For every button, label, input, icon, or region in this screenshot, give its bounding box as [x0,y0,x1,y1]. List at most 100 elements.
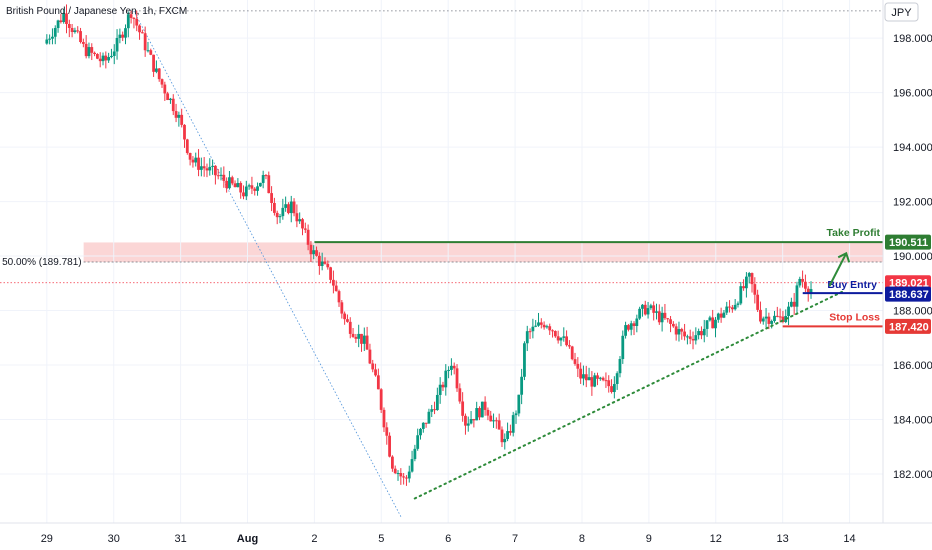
candle-body [483,401,487,410]
candle-body [466,423,470,426]
candle-body [124,28,127,38]
candle-body [700,331,703,336]
time-axis[interactable]: 29 30 31 Aug 2 5 6 7 8 9 12 13 14 [0,522,932,550]
candle-body [775,315,779,317]
buy-entry-price-tag: 188.637 [885,286,931,302]
candle-body [154,68,158,72]
candle-body [365,335,369,350]
candle-body [759,309,762,322]
candle-body [728,306,731,308]
candle-body [118,34,122,38]
candle-body [500,429,504,443]
take-profit-price-tag: 190.511 [885,234,931,250]
candle-body [51,36,54,39]
candle-body [553,331,557,337]
candle-body [140,32,144,34]
candle-body [764,316,768,319]
time-tick-label: 29 [41,533,53,545]
candle-body [138,25,141,33]
candle-body [643,304,647,315]
price-tick-label: 198.000 [893,33,932,45]
time-tick-label: 8 [579,533,585,545]
candle-body [334,285,338,292]
candle-body [604,380,608,382]
candle-body [537,322,540,326]
candle-body [694,335,698,341]
candle-body [750,273,754,285]
projection-arrow [828,251,851,287]
candle-body [374,369,377,376]
candle-body [112,51,116,56]
candle-body [447,369,450,371]
candle-body [385,427,389,436]
candle-body [478,408,481,418]
candle-body [284,204,288,208]
candle-body [509,431,512,433]
candle-body [59,20,63,23]
candle-body [736,303,740,305]
candle-body [680,329,684,332]
candle-body [494,420,498,422]
price-axis[interactable]: 182.000 184.000 186.000 188.000 190.000 192.0… [882,0,932,550]
candle-body [104,55,108,61]
candle-body [435,394,439,411]
candle-body [239,182,243,193]
candle-body [691,338,695,341]
candle-body [568,345,571,347]
candle-body [357,333,361,339]
candle-body [396,473,400,475]
candle-body [73,30,77,33]
candle-body [242,192,245,197]
candle-body [95,54,99,59]
candle-body [101,55,105,62]
currency-badge[interactable] [884,2,919,22]
candle-body [562,336,566,338]
candle-body [343,313,347,320]
candle-body [197,157,200,170]
candle-body [244,186,248,197]
candle-body [621,335,625,360]
candle-body [781,316,785,323]
candle-body [256,186,259,191]
candle-body [90,47,94,53]
candle-body [756,294,760,310]
candle-body [317,255,321,267]
candle-body [523,343,526,377]
candle-body [615,373,619,385]
candle-body [767,316,771,324]
candle-body [455,368,459,389]
candle-body [402,476,406,478]
candle-body [514,413,518,416]
candle-body [194,157,198,163]
candle-body [584,374,588,381]
candle-body [441,384,445,388]
candle-body [287,204,290,214]
candle-body [228,177,231,189]
candle-body [739,286,743,304]
time-tick-label: 13 [777,533,789,545]
candle-body [390,456,394,469]
candle-body [461,401,465,416]
candle-body [798,278,802,286]
candle-body [464,415,467,426]
candle-body [216,175,220,177]
stop-loss-price-tag: 187.420 [885,318,931,334]
candle-body [205,168,209,171]
take-profit-price-tag-box [885,234,931,250]
candle-body [177,114,181,118]
candle-body [534,325,538,327]
candle-body [742,286,745,289]
candle-body [261,175,265,183]
chart-title: British Pound / Japanese Yen, 1h, FXCM [6,6,187,17]
candle-body [309,244,313,255]
candle-body [638,308,642,319]
candle-body [489,415,493,422]
candle-body [98,58,102,62]
candle-body [655,311,658,313]
candle-body [545,326,549,328]
candle-body [719,313,723,318]
candle-body [542,324,546,328]
candle-body [84,43,88,57]
candle-body [416,435,420,449]
